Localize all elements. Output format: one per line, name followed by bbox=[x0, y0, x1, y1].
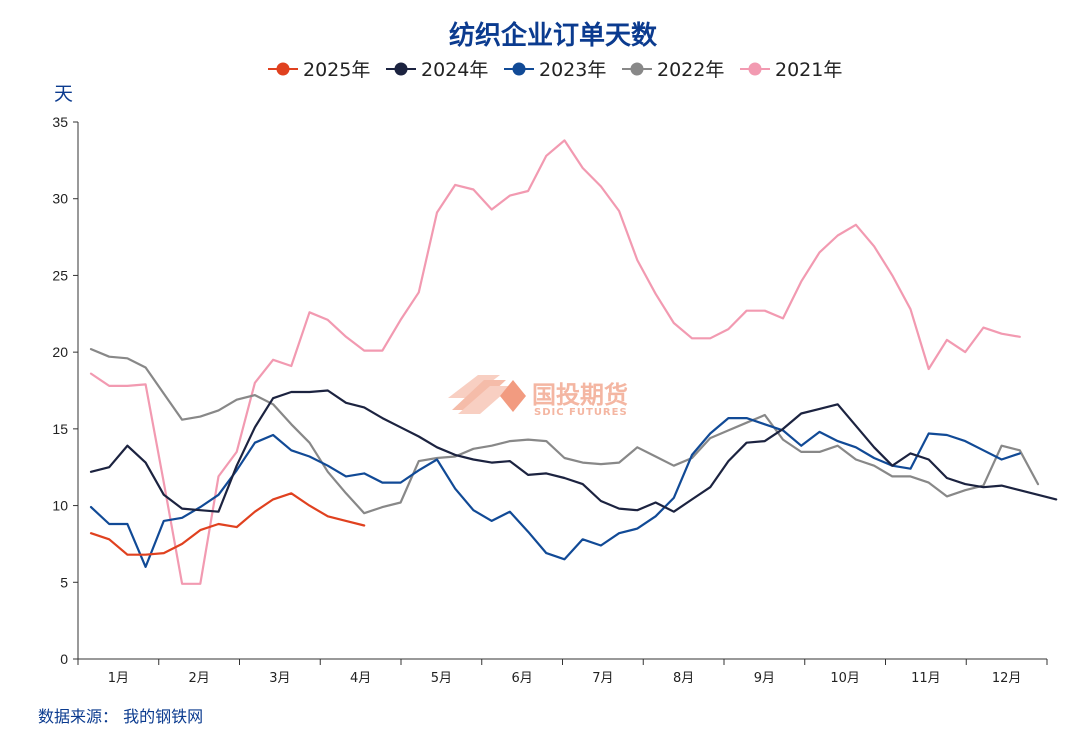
series-line-2021年 bbox=[89, 139, 1021, 585]
x-tick-label: 7月 bbox=[592, 671, 613, 686]
series-line-2022年 bbox=[89, 348, 1040, 515]
x-tick-label: 3月 bbox=[269, 671, 290, 686]
legend-label: 2024年 bbox=[421, 59, 488, 81]
y-tick-label: 15 bbox=[52, 421, 68, 437]
legend-marker-icon bbox=[748, 62, 762, 76]
watermark-text: 国投期货 bbox=[532, 381, 628, 409]
series-line-2025年 bbox=[89, 492, 366, 556]
legend-item-2022年: 2022年 bbox=[622, 59, 724, 81]
legend-marker-icon bbox=[394, 62, 408, 76]
legend-item-2025年: 2025年 bbox=[268, 59, 370, 81]
y-axis-unit: 天 bbox=[54, 83, 73, 105]
x-tick-label: 10月 bbox=[830, 671, 860, 686]
x-tick-label: 12月 bbox=[992, 671, 1022, 686]
y-tick-label: 10 bbox=[52, 498, 68, 514]
y-tick-label: 0 bbox=[60, 651, 68, 667]
x-tick-label: 9月 bbox=[754, 671, 775, 686]
legend-item-2021年: 2021年 bbox=[740, 59, 842, 81]
legend: 2025年 2024年 2023年 2022年 2021年 bbox=[268, 59, 842, 81]
y-tick-label: 25 bbox=[52, 267, 68, 283]
legend-label: 2023年 bbox=[539, 59, 606, 81]
legend-item-2024年: 2024年 bbox=[386, 59, 488, 81]
y-tick-label: 5 bbox=[60, 574, 68, 590]
x-tick-label: 11月 bbox=[911, 671, 941, 686]
y-tick-label: 20 bbox=[52, 344, 68, 360]
logo-mark-icon bbox=[448, 375, 526, 414]
legend-item-2023年: 2023年 bbox=[504, 59, 606, 81]
legend-label: 2022年 bbox=[657, 59, 724, 81]
legend-marker-icon bbox=[630, 62, 644, 76]
legend-marker-icon bbox=[512, 62, 526, 76]
source-note: 数据来源： 我的钢铁网 bbox=[38, 707, 203, 726]
series-lines bbox=[89, 139, 1058, 585]
y-tick-label: 35 bbox=[52, 114, 68, 130]
x-tick-label: 8月 bbox=[673, 671, 694, 686]
x-tick-label: 2月 bbox=[188, 671, 209, 686]
watermark-logo: 国投期货 SDIC FUTURES bbox=[448, 375, 628, 418]
series-line-2024年 bbox=[89, 389, 1058, 513]
x-tick-label: 5月 bbox=[431, 671, 452, 686]
legend-label: 2025年 bbox=[303, 59, 370, 81]
legend-marker-icon bbox=[276, 62, 290, 76]
x-tick-label: 6月 bbox=[511, 671, 532, 686]
series-line-2023年 bbox=[89, 417, 1021, 569]
chart-title: 纺织企业订单天数 bbox=[449, 20, 658, 51]
axes: 0 5 10 15 20 25 30 35 1月 2月 3月 4月 5月 6月 7月 8月 9月 10月 11月 12… bbox=[52, 114, 1048, 686]
legend-label: 2021年 bbox=[775, 59, 842, 81]
y-tick-label: 30 bbox=[52, 191, 68, 207]
x-tick-label: 4月 bbox=[350, 671, 371, 686]
watermark-subtext: SDIC FUTURES bbox=[534, 407, 628, 418]
x-tick-label: 1月 bbox=[108, 671, 129, 686]
